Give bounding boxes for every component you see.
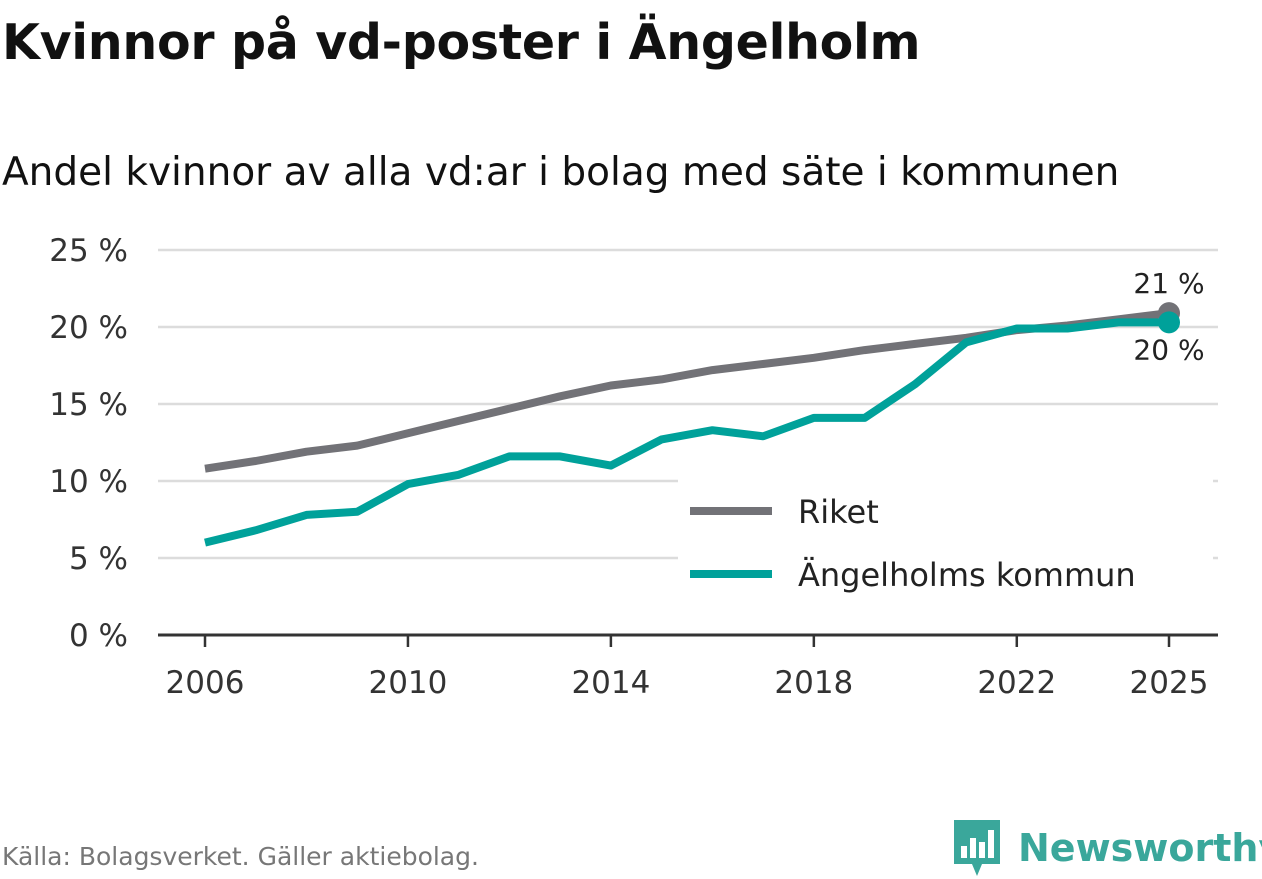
brand-logo: Newsworthy [952,818,1262,878]
y-tick-label: 25 % [49,233,128,269]
legend-label-1: Ängelholms kommun [798,556,1136,594]
series-end-label-0: 21 % [1133,267,1204,300]
legend: Riket Ängelholms kommun [678,478,1213,596]
y-tick-label: 5 % [69,541,128,577]
chart-subtitle: Andel kvinnor av alla vd:ar i bolag med … [2,150,1120,195]
newsworthy-logo-icon [954,820,1000,876]
series-lines [204,302,1180,547]
chart-title: Kvinnor på vd-poster i Ängelholm [2,14,921,71]
y-tick-label: 0 % [69,618,128,654]
y-axis-ticks: 0 % 5 % 10 % 15 % 20 % 25 % [49,233,128,654]
x-axis: 2006 2010 2014 2018 2022 2025 [158,633,1218,701]
series-end-marker-1 [1158,311,1180,334]
x-tick-label: 2018 [774,665,853,701]
x-tick-label: 2014 [571,665,650,701]
end-labels: 21 % 20 % [1133,267,1204,366]
x-tick-label: 2010 [368,665,447,701]
y-tick-label: 15 % [49,387,128,423]
series-line-1 [204,318,1169,547]
series-line-0 [204,309,1170,473]
x-tick-label: 2006 [166,665,245,701]
y-tick-label: 20 % [49,310,128,346]
legend-label-0: Riket [798,493,879,531]
y-tick-label: 10 % [49,464,128,500]
brand-name: Newsworthy [1018,826,1262,870]
source-note: Källa: Bolagsverket. Gäller aktiebolag. [2,842,479,871]
x-tick-label: 2025 [1130,665,1209,701]
x-tick-label: 2022 [977,665,1056,701]
series-end-label-1: 20 % [1133,333,1204,366]
